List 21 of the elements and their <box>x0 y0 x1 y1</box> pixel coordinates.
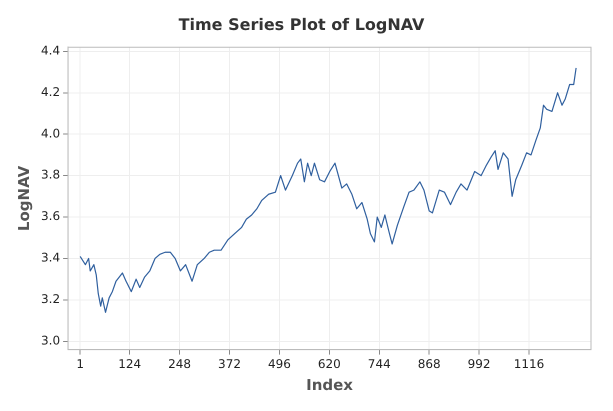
y-tick-label: 3.4 <box>40 250 60 265</box>
x-tick-label: 868 <box>418 356 441 371</box>
y-tick-label: 4.4 <box>40 43 60 58</box>
x-tick-label: 1116 <box>514 356 544 371</box>
x-tick-label: 744 <box>368 356 391 371</box>
y-tick-label: 3.0 <box>40 333 60 348</box>
y-tick-label: 4.2 <box>40 84 60 99</box>
x-tick-label: 248 <box>168 356 192 371</box>
y-tick-label: 3.6 <box>40 209 60 224</box>
y-axis-title: LogNAV <box>14 165 33 232</box>
x-tick-label: 124 <box>118 356 142 371</box>
y-tick-label: 3.8 <box>40 168 60 182</box>
y-tick-label: 4.0 <box>40 126 60 140</box>
x-tick-label: 372 <box>218 356 241 371</box>
x-tick-label: 1 <box>76 356 84 371</box>
x-tick-label: 620 <box>318 356 341 371</box>
x-tick-label: 496 <box>268 356 291 371</box>
chart-title: Time Series Plot of LogNAV <box>178 14 426 34</box>
x-tick-label: 992 <box>468 356 491 371</box>
y-tick-label: 3.2 <box>40 292 60 306</box>
x-axis-title: Index <box>306 376 354 394</box>
